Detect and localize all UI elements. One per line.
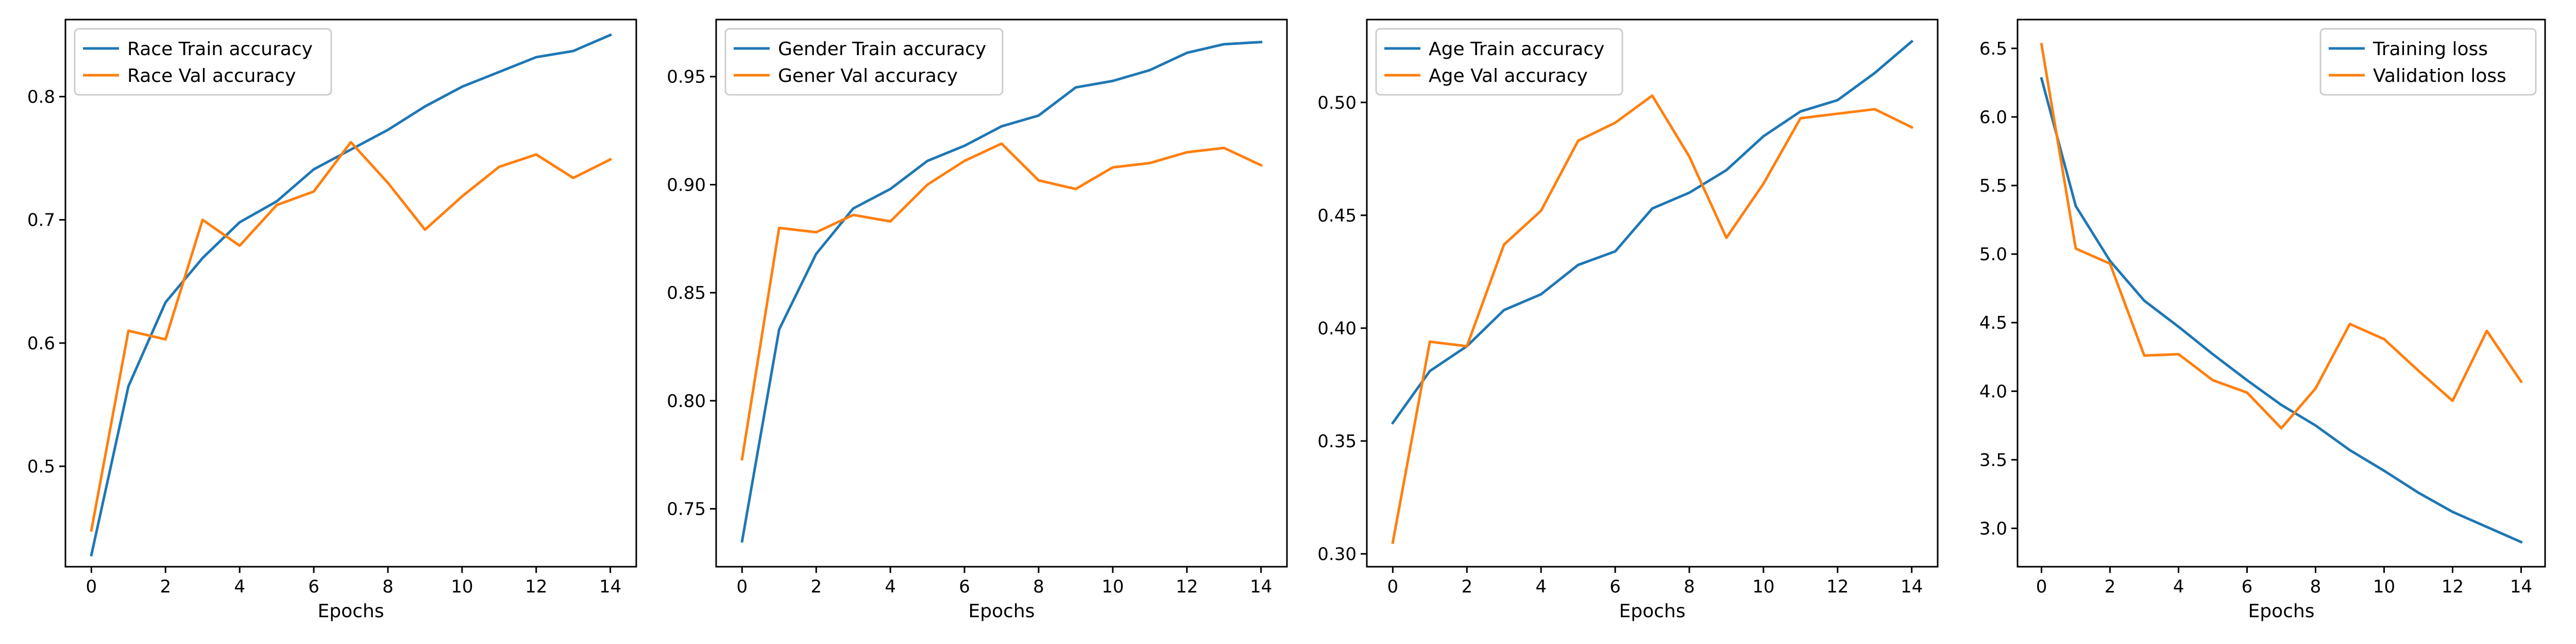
series-line-train	[740, 40, 1263, 543]
x-tick-label: 2	[160, 577, 171, 597]
x-tick-label: 12	[1826, 577, 1849, 597]
legend-label-train: Gender Train accuracy	[778, 39, 986, 60]
x-tick-label: 2	[2105, 577, 2116, 597]
x-tick-label: 8	[1684, 577, 1695, 597]
y-tick-label: 0.8	[27, 87, 55, 107]
plot-frame	[2016, 19, 2546, 568]
x-tick-label: 6	[2242, 577, 2253, 597]
y-tick-label: 0.85	[667, 283, 706, 303]
x-tick-label: 6	[308, 577, 319, 597]
x-tick-label: 12	[2442, 577, 2464, 597]
y-tick-label: 4.0	[1979, 381, 2007, 402]
y-tick-label: 4.5	[1979, 313, 2007, 333]
legend-box	[74, 28, 332, 96]
legend: Age Train accuracy Age Val accuracy	[1375, 28, 1623, 96]
series-line-val	[740, 142, 1263, 461]
legend: Gender Train accuracy Gener Val accuracy	[724, 28, 1004, 96]
y-tick-label: 5.0	[1979, 244, 2007, 265]
plot-frame	[1366, 19, 1939, 568]
x-tick-label: 2	[1461, 577, 1472, 597]
y-tick-label: 0.6	[27, 333, 55, 354]
legend: Training loss Validation loss	[2319, 28, 2537, 96]
series-line-val	[1391, 94, 1913, 545]
x-tick-label: 12	[525, 577, 547, 597]
x-tick-label: 14	[1250, 577, 1272, 597]
x-tick-label: 0	[2036, 577, 2047, 597]
legend-label-train: Training loss	[2372, 39, 2488, 60]
y-tick-label: 0.35	[1317, 431, 1357, 452]
legend-label-val: Gener Val accuracy	[778, 65, 958, 87]
x-tick-label: 10	[1752, 577, 1774, 597]
y-tick-label: 0.90	[667, 175, 706, 195]
x-tick-label: 14	[2510, 577, 2532, 597]
y-tick-label: 0.30	[1317, 544, 1357, 565]
x-axis-label: Epochs	[969, 601, 1035, 622]
y-tick-label: 5.5	[1979, 176, 2007, 196]
y-tick-label: 0.40	[1317, 318, 1357, 339]
y-tick-label: 0.95	[667, 67, 706, 88]
x-tick-label: 2	[810, 577, 822, 597]
legend-label-train: Race Train accuracy	[127, 39, 313, 60]
chart-race-accuracy: 0 2 4 6 8 10 12 14 0.5 0.6 0.7 0.8 Epochs Race Train …	[27, 19, 637, 622]
y-tick-label: 0.7	[27, 210, 55, 231]
chart-age-accuracy: 0 2 4 6 8 10 12 14 0.30 0.35 0.40 0.45 0.50 Epochs Age…	[1317, 19, 1939, 622]
x-tick-label: 14	[1901, 577, 1923, 597]
x-tick-label: 10	[2373, 577, 2395, 597]
y-tick-label: 3.5	[1979, 450, 2007, 470]
legend-label-val: Age Val accuracy	[1429, 65, 1588, 87]
chart-gender-accuracy: 0 2 4 6 8 10 12 14 0.75 0.80 0.85 0.90 0.95 Epochs Gen…	[667, 19, 1288, 622]
series-line-train	[2040, 77, 2523, 544]
x-tick-label: 0	[86, 577, 97, 597]
legend: Race Train accuracy Race Val accuracy	[74, 28, 332, 96]
series-line-train	[90, 33, 612, 557]
x-tick-label: 10	[1101, 577, 1124, 597]
x-tick-label: 0	[1387, 577, 1399, 597]
x-tick-label: 8	[382, 577, 394, 597]
series-line-val	[90, 141, 612, 532]
x-axis-label: Epochs	[2248, 601, 2315, 622]
y-tick-label: 3.0	[1979, 518, 2007, 539]
x-tick-label: 4	[1535, 577, 1547, 597]
x-tick-label: 10	[451, 577, 473, 597]
plot-frame	[64, 19, 637, 568]
y-tick-label: 0.50	[1317, 93, 1357, 113]
plot-frame	[715, 19, 1288, 568]
x-tick-label: 0	[737, 577, 748, 597]
x-axis-label: Epochs	[318, 601, 384, 622]
y-tick-label: 6.0	[1979, 107, 2007, 128]
chart-loss: 0 2 4 6 8 10 12 14 3.0 3.5 4.0 4.5 5.0 5.5 6.0 6.5 Epoch…	[1979, 19, 2546, 622]
x-tick-label: 14	[599, 577, 621, 597]
legend-box	[2319, 28, 2537, 96]
x-tick-label: 12	[1176, 577, 1198, 597]
series-line-val	[2040, 43, 2523, 430]
legend-box	[724, 28, 1004, 96]
x-tick-label: 4	[234, 577, 245, 597]
x-tick-label: 4	[885, 577, 896, 597]
x-tick-label: 6	[959, 577, 970, 597]
x-tick-label: 4	[2173, 577, 2184, 597]
x-tick-label: 8	[2310, 577, 2321, 597]
x-axis-label: Epochs	[1619, 601, 1686, 622]
y-tick-label: 0.75	[667, 499, 706, 520]
y-tick-label: 6.5	[1979, 39, 2007, 59]
series-line-train	[1391, 39, 1914, 425]
x-tick-label: 8	[1033, 577, 1044, 597]
y-tick-label: 0.5	[27, 456, 55, 477]
legend-label-train: Age Train accuracy	[1429, 39, 1604, 60]
legend-label-val: Validation loss	[2373, 65, 2506, 87]
y-tick-label: 0.80	[667, 391, 706, 412]
legend-label-val: Race Val accuracy	[127, 65, 296, 87]
x-tick-label: 6	[1609, 577, 1621, 597]
legend-box	[1375, 28, 1623, 96]
y-tick-label: 0.45	[1317, 206, 1357, 226]
